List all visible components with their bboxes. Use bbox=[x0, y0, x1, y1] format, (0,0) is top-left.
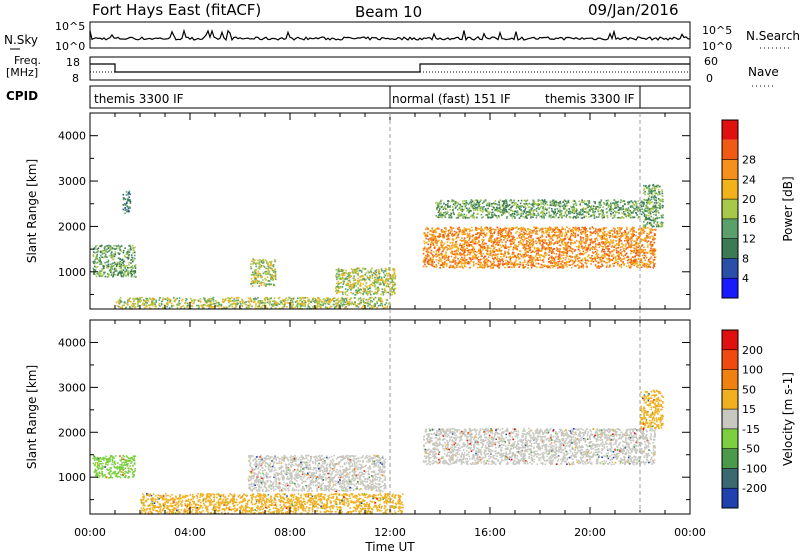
colorbar-tick: 15 bbox=[742, 403, 756, 416]
colorbar-swatch bbox=[722, 179, 738, 199]
beam-label: Beam 10 bbox=[355, 3, 422, 21]
colorbar-label: Velocity [m s-1] bbox=[781, 372, 795, 466]
colorbar-tick: 20 bbox=[742, 193, 756, 206]
colorbar-tick: -200 bbox=[742, 482, 767, 495]
y-tick-label: 3000 bbox=[58, 175, 86, 188]
x-tick-label: 12:00 bbox=[374, 526, 406, 539]
y-tick-label: 2000 bbox=[58, 220, 86, 233]
frequency-trace bbox=[90, 64, 690, 72]
station-title: Fort Hays East (fitACF) bbox=[92, 1, 261, 19]
colorbar-swatch bbox=[722, 449, 738, 469]
colorbar-tick: 8 bbox=[742, 252, 749, 265]
colorbar-swatch bbox=[722, 219, 738, 239]
freq-step-line bbox=[90, 64, 690, 72]
colorbar-tick: 16 bbox=[742, 213, 756, 226]
colorbar-swatch bbox=[722, 330, 738, 350]
noise-left-bot: 10^0 bbox=[55, 40, 85, 53]
x-tick-label: 04:00 bbox=[174, 526, 206, 539]
colorbar-swatch bbox=[722, 239, 738, 259]
noise-right-bot: 10^0 bbox=[702, 40, 732, 53]
colorbar-tick: -50 bbox=[742, 443, 760, 456]
freq-bot: 8 bbox=[72, 72, 79, 85]
y-tick-label: 1000 bbox=[58, 471, 86, 484]
freq-unit: [MHz] bbox=[6, 66, 38, 79]
noise-line bbox=[90, 31, 690, 41]
cpid-segment-label: themis 3300 IF bbox=[94, 92, 184, 106]
colorbar-swatch bbox=[722, 120, 738, 140]
y-tick-label: 3000 bbox=[58, 381, 86, 394]
x-tick-label: 16:00 bbox=[474, 526, 506, 539]
nave-top: 60 bbox=[704, 55, 718, 68]
y-tick-label: 4000 bbox=[58, 130, 86, 143]
noise-right-top: 10^5 bbox=[702, 24, 732, 37]
colorbar-tick: -100 bbox=[742, 462, 767, 475]
cpid-segment-label: themis 3300 IF bbox=[545, 92, 635, 106]
colorbar-swatch bbox=[722, 350, 738, 370]
noise-sky-trace bbox=[90, 31, 690, 41]
power-panel: 1000 2000 3000 4000 Slant Range [km] 4 8 12 16… bbox=[25, 113, 795, 310]
nave-label: Nave bbox=[748, 65, 779, 79]
noise-left-top: 10^5 bbox=[55, 20, 85, 33]
colorbar-tick: 24 bbox=[742, 173, 756, 186]
velocity-y-axis-label: Slant Range [km] bbox=[25, 365, 39, 469]
colorbar-swatch bbox=[722, 488, 738, 508]
x-tick-label: 00:00 bbox=[74, 526, 106, 539]
colorbar-swatch bbox=[722, 409, 738, 429]
nave-bot: 0 bbox=[706, 72, 713, 85]
nsearch-label: N.Search bbox=[746, 29, 800, 43]
colorbar-tick: 50 bbox=[742, 383, 756, 396]
colorbar-label: Power [dB] bbox=[781, 176, 795, 241]
colorbar-tick: 28 bbox=[742, 154, 756, 167]
x-axis-label: Time UT bbox=[364, 540, 415, 554]
cpid-segment-label: normal (fast) 151 IF bbox=[392, 92, 511, 106]
colorbar-swatch bbox=[722, 160, 738, 180]
y-tick-label: 1000 bbox=[58, 266, 86, 279]
x-tick-label: 00:00 bbox=[674, 526, 706, 539]
colorbar-tick: 12 bbox=[742, 233, 756, 246]
nsky-label: N.Sky bbox=[4, 33, 38, 47]
colorbar-swatch bbox=[722, 389, 738, 409]
cpid-label: CPID bbox=[6, 89, 38, 103]
y-tick-label: 4000 bbox=[58, 336, 86, 349]
x-tick-label: 20:00 bbox=[574, 526, 606, 539]
date-label: 09/Jan/2016 bbox=[588, 1, 679, 19]
velocity-colorbar: -200 -100 -50 -15 15 50 100 200 Velocity [m s-1] bbox=[722, 330, 795, 508]
colorbar-swatch bbox=[722, 278, 738, 298]
power-colorbar: 4 8 12 16 20 24 28 Power [dB] bbox=[722, 120, 795, 298]
cpid-bar: themis 3300 IF normal (fast) 151 IF themis… bbox=[90, 86, 690, 108]
colorbar-tick: 100 bbox=[742, 364, 763, 377]
noise-panel: N.Sky 10^5 10^0 10^5 10^0 N.Search bbox=[4, 20, 800, 53]
colorbar-tick: 200 bbox=[742, 344, 763, 357]
x-tick-label: 08:00 bbox=[274, 526, 306, 539]
freq-top: 18 bbox=[66, 56, 80, 69]
colorbar-swatch bbox=[722, 199, 738, 219]
colorbar-swatch bbox=[722, 429, 738, 449]
velocity-panel: 1000 2000 3000 4000 Slant Range [km] -200 -1… bbox=[25, 320, 795, 515]
colorbar-tick: 4 bbox=[742, 272, 749, 285]
power-y-axis-label: Slant Range [km] bbox=[25, 159, 39, 263]
y-tick-label: 2000 bbox=[58, 426, 86, 439]
colorbar-swatch bbox=[722, 258, 738, 278]
colorbar-swatch bbox=[722, 370, 738, 390]
colorbar-tick: -15 bbox=[742, 423, 760, 436]
colorbar-swatch bbox=[722, 468, 738, 488]
colorbar-swatch bbox=[722, 140, 738, 160]
